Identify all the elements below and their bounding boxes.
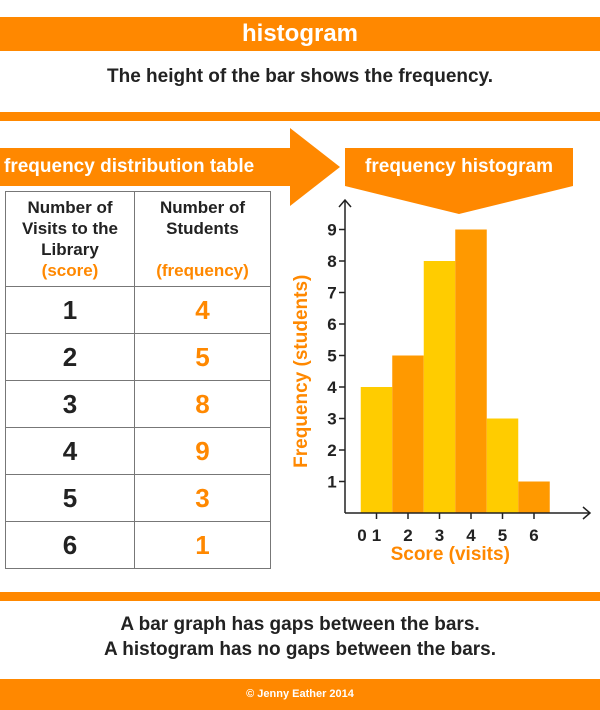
score-column-header: Number of Visits to the Library (score) <box>5 191 135 287</box>
score-header-sub: (score) <box>41 261 99 280</box>
y-tick-label: 8 <box>327 252 336 271</box>
frequency-header-line: Students <box>166 219 239 238</box>
right-arrow-icon <box>290 128 340 206</box>
y-tick-label: 4 <box>327 378 337 397</box>
y-tick-label: 3 <box>327 410 336 429</box>
x-axis-label: Score (visits) <box>391 544 510 565</box>
histogram-note: A histogram has no gaps between the bars… <box>103 639 497 660</box>
divider-bottom <box>0 592 600 601</box>
table-row: 1 4 <box>5 286 271 334</box>
copyright: © Jenny Eather 2014 <box>0 679 600 710</box>
y-tick-label: 9 <box>327 221 336 240</box>
histogram-bar <box>455 229 487 513</box>
divider-top <box>0 112 600 121</box>
y-axis-arrow-icon <box>338 198 352 208</box>
histogram-bar <box>360 387 393 513</box>
score-cell: 6 <box>5 521 135 569</box>
histogram-bar <box>423 261 456 513</box>
score-header-line: Number of <box>27 198 113 217</box>
frequency-cell: 3 <box>134 474 271 522</box>
x-tick-label: 4 <box>466 526 476 545</box>
y-tick-label: 1 <box>327 473 336 492</box>
bar-graph-note: A bar graph has gaps between the bars. <box>120 614 480 635</box>
y-tick-label: 6 <box>327 315 336 334</box>
score-cell: 5 <box>5 474 135 522</box>
score-header-line: Library <box>41 240 99 259</box>
frequency-cell: 5 <box>134 333 271 381</box>
score-header-line: Visits to the <box>21 219 119 238</box>
page-subtitle: The height of the bar shows the frequenc… <box>106 66 494 87</box>
y-tick-label: 7 <box>327 284 336 303</box>
frequency-column-header: Number of Students (frequency) <box>134 191 271 287</box>
table-row: 5 3 <box>5 474 271 522</box>
table-banner: frequency distribution table <box>0 148 292 186</box>
down-arrow-icon <box>345 186 573 214</box>
score-cell: 1 <box>5 286 135 334</box>
frequency-cell: 1 <box>134 521 271 569</box>
histogram-bar <box>486 418 519 513</box>
score-cell: 4 <box>5 427 135 475</box>
x-tick-label: 3 <box>435 526 444 545</box>
score-cell: 3 <box>5 380 135 428</box>
score-cell: 2 <box>5 333 135 381</box>
x-tick-label: 2 <box>403 526 412 545</box>
frequency-header-line: Number of <box>160 198 245 217</box>
y-tick-label: 2 <box>327 441 336 460</box>
table-header-row: Number of Visits to the Library (score) … <box>5 191 271 287</box>
table-row: 2 5 <box>5 333 271 381</box>
histogram-bar <box>518 481 550 513</box>
histogram-banner: frequency histogram <box>345 148 573 186</box>
x-tick-label: 5 <box>498 526 507 545</box>
x-tick-label: 0 <box>357 526 366 545</box>
x-axis-arrow-icon <box>582 506 592 520</box>
table-row: 3 8 <box>5 380 271 428</box>
page-title: histogram <box>0 17 600 51</box>
y-axis-label: Frequency (students) <box>291 275 312 468</box>
frequency-cell: 4 <box>134 286 271 334</box>
table-row: 4 9 <box>5 427 271 475</box>
frequency-table: Number of Visits to the Library (score) … <box>5 191 271 569</box>
frequency-cell: 9 <box>134 427 271 475</box>
table-row: 6 1 <box>5 521 271 569</box>
y-tick-label: 5 <box>327 347 336 366</box>
frequency-header-sub: (frequency) <box>156 261 249 280</box>
frequency-cell: 8 <box>134 380 271 428</box>
header-spacer <box>135 239 270 260</box>
x-tick-label: 6 <box>529 526 538 545</box>
histogram-bar <box>392 355 424 513</box>
x-tick-label: 1 <box>372 526 381 545</box>
